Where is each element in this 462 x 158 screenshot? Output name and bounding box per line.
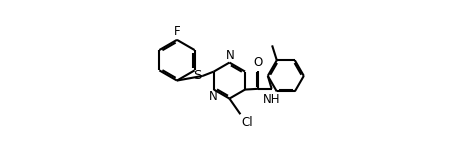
Text: NH: NH <box>262 93 280 106</box>
Text: S: S <box>193 69 201 82</box>
Text: N: N <box>226 49 235 62</box>
Text: N: N <box>209 90 218 103</box>
Text: F: F <box>174 25 180 38</box>
Text: O: O <box>254 56 263 69</box>
Text: Cl: Cl <box>241 116 253 129</box>
